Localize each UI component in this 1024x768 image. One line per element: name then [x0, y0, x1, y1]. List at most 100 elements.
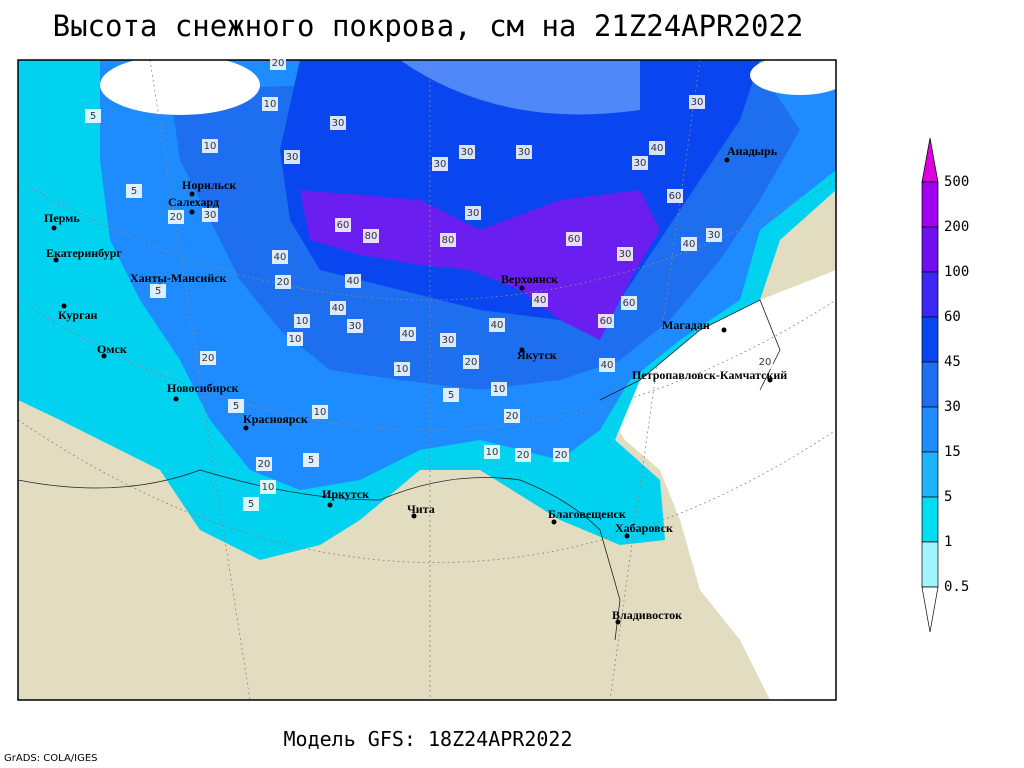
- legend-swatch: [921, 451, 939, 498]
- contour-label-box: [262, 97, 278, 111]
- legend: 500 200 100 60 45 30 15 5 1 0.5: [921, 137, 969, 633]
- contour-label-box: [443, 388, 459, 402]
- footer: Модель GFS: 18Z24APR2022: [284, 727, 573, 751]
- contour-label: 30: [619, 249, 632, 260]
- contour-label-box: [303, 453, 319, 467]
- contour-label-box: [126, 184, 142, 198]
- contour-label: 20: [759, 357, 772, 368]
- contour-label-box: [260, 480, 276, 494]
- contour-label-box: [599, 358, 615, 372]
- contour-label-box: [465, 206, 481, 220]
- contour-label: 60: [669, 191, 682, 202]
- contour-label: 60: [337, 220, 350, 231]
- contour-label: 30: [691, 97, 704, 108]
- city-label: Петропавловск-Камчатский: [632, 368, 787, 382]
- contour-label: 5: [131, 186, 137, 197]
- contour-label-box: [275, 275, 291, 289]
- snow-5: [300, 190, 660, 340]
- city-label: Анадырь: [727, 144, 778, 158]
- contour-label-box: [200, 351, 216, 365]
- contour-label-box: [689, 95, 705, 109]
- map: [18, 60, 836, 700]
- contour-label: 30: [434, 159, 447, 170]
- contour-label-box: [553, 448, 569, 462]
- contour-label: 20: [272, 58, 285, 69]
- contour-label: 80: [442, 235, 455, 246]
- city-label: Красноярск: [243, 412, 308, 426]
- contour-label: 20: [555, 450, 568, 461]
- legend-swatch: [921, 496, 939, 543]
- legend-label: 200: [944, 219, 969, 235]
- legend-label: 15: [944, 444, 961, 460]
- city-labels: Пермь Екатеринбург Ханты-Мансийск Курган Омс…: [44, 144, 787, 625]
- legend-label: 0.5: [944, 579, 969, 595]
- city-label: Владивосток: [612, 608, 682, 622]
- city-label: Пермь: [44, 211, 80, 225]
- contour-label-box: [440, 233, 456, 247]
- contour-label: 30: [286, 152, 299, 163]
- contour-label: 20: [170, 212, 183, 223]
- contour-label-box: [330, 116, 346, 130]
- legend-cap: [921, 137, 939, 183]
- borders: [18, 299, 781, 641]
- contour-label-box: [400, 327, 416, 341]
- legend-swatch: [921, 226, 939, 273]
- contour-label: 40: [651, 143, 664, 154]
- contour-label: 20: [258, 459, 271, 470]
- map-frame: [17, 59, 837, 701]
- city-label: Екатеринбург: [46, 246, 122, 260]
- contour-label-box: [202, 139, 218, 153]
- city-label: Благовещенск: [548, 507, 626, 521]
- contour-label-box: [228, 399, 244, 413]
- contour-label: 30: [461, 147, 474, 158]
- city-dot: [767, 377, 773, 383]
- contour-label: 10: [262, 482, 275, 493]
- contour-label: 30: [708, 230, 721, 241]
- contour-label-box: [566, 232, 582, 246]
- title: Высота снежного покрова, см на 21Z24APR2…: [53, 9, 804, 43]
- city-dot: [411, 513, 417, 519]
- contour-label-box: [440, 333, 456, 347]
- contour-label-box: [243, 497, 259, 511]
- contour-label: 10: [486, 447, 499, 458]
- contour-label-box: [491, 382, 507, 396]
- ice: [100, 60, 260, 115]
- contour-label: 60: [600, 316, 613, 327]
- city-dot: [61, 303, 67, 309]
- contour-label: 40: [347, 276, 360, 287]
- contour-label-box: [632, 156, 648, 170]
- city-dot: [615, 619, 621, 625]
- contour-label: 5: [308, 455, 314, 466]
- contour-label: 60: [568, 234, 581, 245]
- city-label: Омск: [97, 342, 127, 356]
- contour-label: 5: [233, 401, 239, 412]
- city-label: Якутск: [517, 348, 557, 362]
- contour-label-box: [85, 109, 101, 123]
- contour-label-box: [617, 247, 633, 261]
- contour-label-box: [463, 355, 479, 369]
- contour-label-box: [484, 445, 500, 459]
- contour-label-box: [515, 448, 531, 462]
- city-dot: [327, 502, 333, 508]
- legend-label: 500: [944, 174, 969, 190]
- contour-label-box: [270, 56, 286, 70]
- contour-label: 40: [534, 295, 547, 306]
- contour-label: 40: [402, 329, 415, 340]
- legend-label: 45: [944, 354, 961, 370]
- contour-label: 30: [442, 335, 455, 346]
- legend-cap: [921, 586, 939, 633]
- contour-label: 40: [683, 239, 696, 250]
- contour-label: 20: [506, 411, 519, 422]
- contour-label: 20: [202, 353, 215, 364]
- contour-label: 5: [248, 499, 254, 510]
- credit: GrADS: COLA/IGES: [4, 753, 98, 764]
- contour-label: 20: [277, 277, 290, 288]
- city-label: Магадан: [662, 318, 710, 332]
- contour-label: 10: [296, 316, 309, 327]
- contour-label: 40: [491, 320, 504, 331]
- city-label: Верхоянск: [501, 272, 558, 286]
- contour-label: 30: [332, 118, 345, 129]
- contour-label-box: [168, 210, 184, 224]
